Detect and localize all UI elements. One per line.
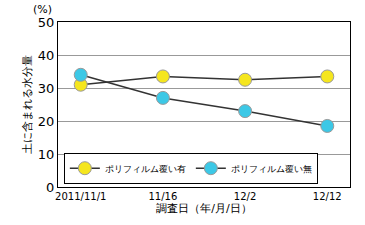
svg-text:12/12: 12/12 <box>313 191 342 202</box>
svg-text:調査日（年/月/日）: 調査日（年/月/日） <box>156 202 251 215</box>
svg-text:ポリフィルム覆い有: ポリフィルム覆い有 <box>105 164 186 174</box>
svg-text:10: 10 <box>38 147 55 162</box>
svg-text:0: 0 <box>46 180 54 195</box>
svg-text:土に含まれる水分量: 土に含まれる水分量 <box>21 55 34 154</box>
svg-text:30: 30 <box>38 81 55 96</box>
svg-text:(%): (%) <box>33 3 52 16</box>
svg-text:20: 20 <box>38 114 55 129</box>
svg-text:50: 50 <box>38 15 55 30</box>
svg-text:40: 40 <box>38 48 55 63</box>
svg-text:2011/11/1: 2011/11/1 <box>55 191 106 202</box>
svg-text:12/2: 12/2 <box>234 191 256 202</box>
svg-text:11/16: 11/16 <box>148 191 177 202</box>
svg-text:ポリフィルム覆い無: ポリフィルム覆い無 <box>231 164 312 174</box>
